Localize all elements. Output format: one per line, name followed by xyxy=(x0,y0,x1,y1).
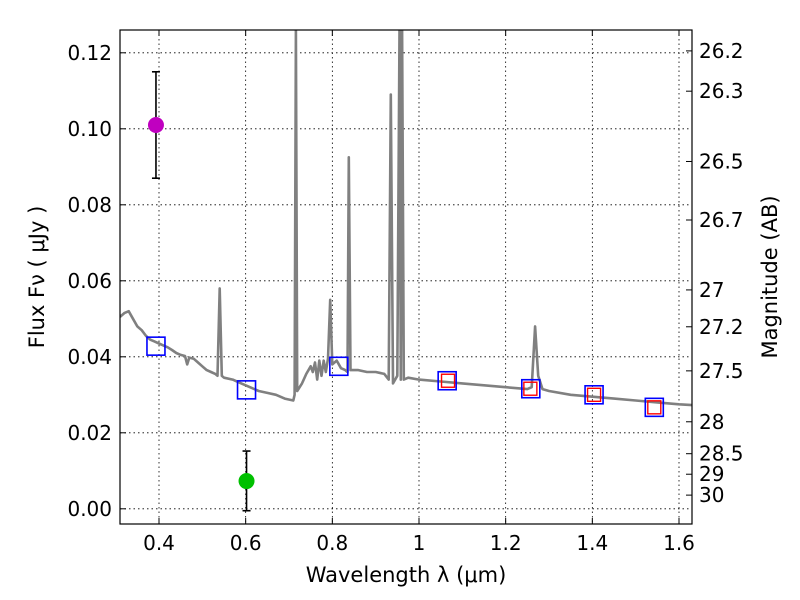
y-tick-label: 0.02 xyxy=(67,421,112,445)
y-tick-label: 0.10 xyxy=(67,117,112,141)
model-flux-marker xyxy=(146,336,166,356)
mag-tick-label: 26.5 xyxy=(699,149,744,173)
mag-tick-label: 27.5 xyxy=(699,359,744,383)
x-tick-label: 1.4 xyxy=(576,531,608,555)
y-tick-label: 0.06 xyxy=(67,269,112,293)
mag-tick-label: 26.2 xyxy=(699,39,744,63)
observed-flux-marker xyxy=(440,373,456,388)
y-axis-label: Flux Fν ( μJy ) xyxy=(25,206,49,349)
mag-tick-label: 28.5 xyxy=(699,442,744,466)
mag-tick-label: 27 xyxy=(699,278,724,302)
flux-point xyxy=(147,117,164,133)
y-tick-label: 0.12 xyxy=(67,41,112,65)
x-axis-label: Wavelength λ (μm) xyxy=(306,563,507,587)
grid-lines xyxy=(120,30,692,524)
x-tick-label: 0.8 xyxy=(316,531,348,555)
flux-point xyxy=(238,473,255,490)
mag-tick-label: 26.3 xyxy=(699,79,744,103)
mag-tick-label: 30 xyxy=(699,483,724,507)
y-tick-label: 0.08 xyxy=(67,193,112,217)
y2-axis-label: Magnitude (AB) xyxy=(758,195,782,358)
y-tick-label: 0.00 xyxy=(67,497,112,521)
x-tick-label: 1.6 xyxy=(663,531,695,555)
x-tick-label: 1 xyxy=(413,531,426,555)
model-flux-marker xyxy=(520,378,541,399)
x-tick-label: 0.6 xyxy=(230,531,262,555)
mag-tick-label: 29 xyxy=(699,462,724,486)
model-flux-marker xyxy=(584,384,604,405)
mag-tick-label: 28 xyxy=(699,410,724,434)
observed-flux-marker xyxy=(523,381,538,396)
spectrum-series xyxy=(120,30,692,407)
observed-flux-marker xyxy=(586,387,602,402)
photometry-markers xyxy=(146,71,665,512)
model-flux-marker xyxy=(437,370,457,391)
observed-flux-marker xyxy=(647,400,662,415)
x-tick-label: 1.2 xyxy=(490,531,522,555)
mag-tick-label: 26.7 xyxy=(699,208,744,232)
model-flux-marker xyxy=(236,380,257,400)
model-flux-marker xyxy=(644,397,665,418)
plot-frame xyxy=(119,29,693,525)
spectrum-line xyxy=(120,30,692,407)
mag-tick-label: 27.2 xyxy=(699,315,744,339)
axis-ticks: 0.4 0.6 0.8 1 1.2 1.4 1.6 0.00 0.02 0.04 0.06 0.08 0… xyxy=(67,30,744,555)
model-flux-marker xyxy=(329,356,349,377)
x-tick-label: 0.4 xyxy=(143,531,175,555)
y-tick-label: 0.04 xyxy=(67,345,112,369)
